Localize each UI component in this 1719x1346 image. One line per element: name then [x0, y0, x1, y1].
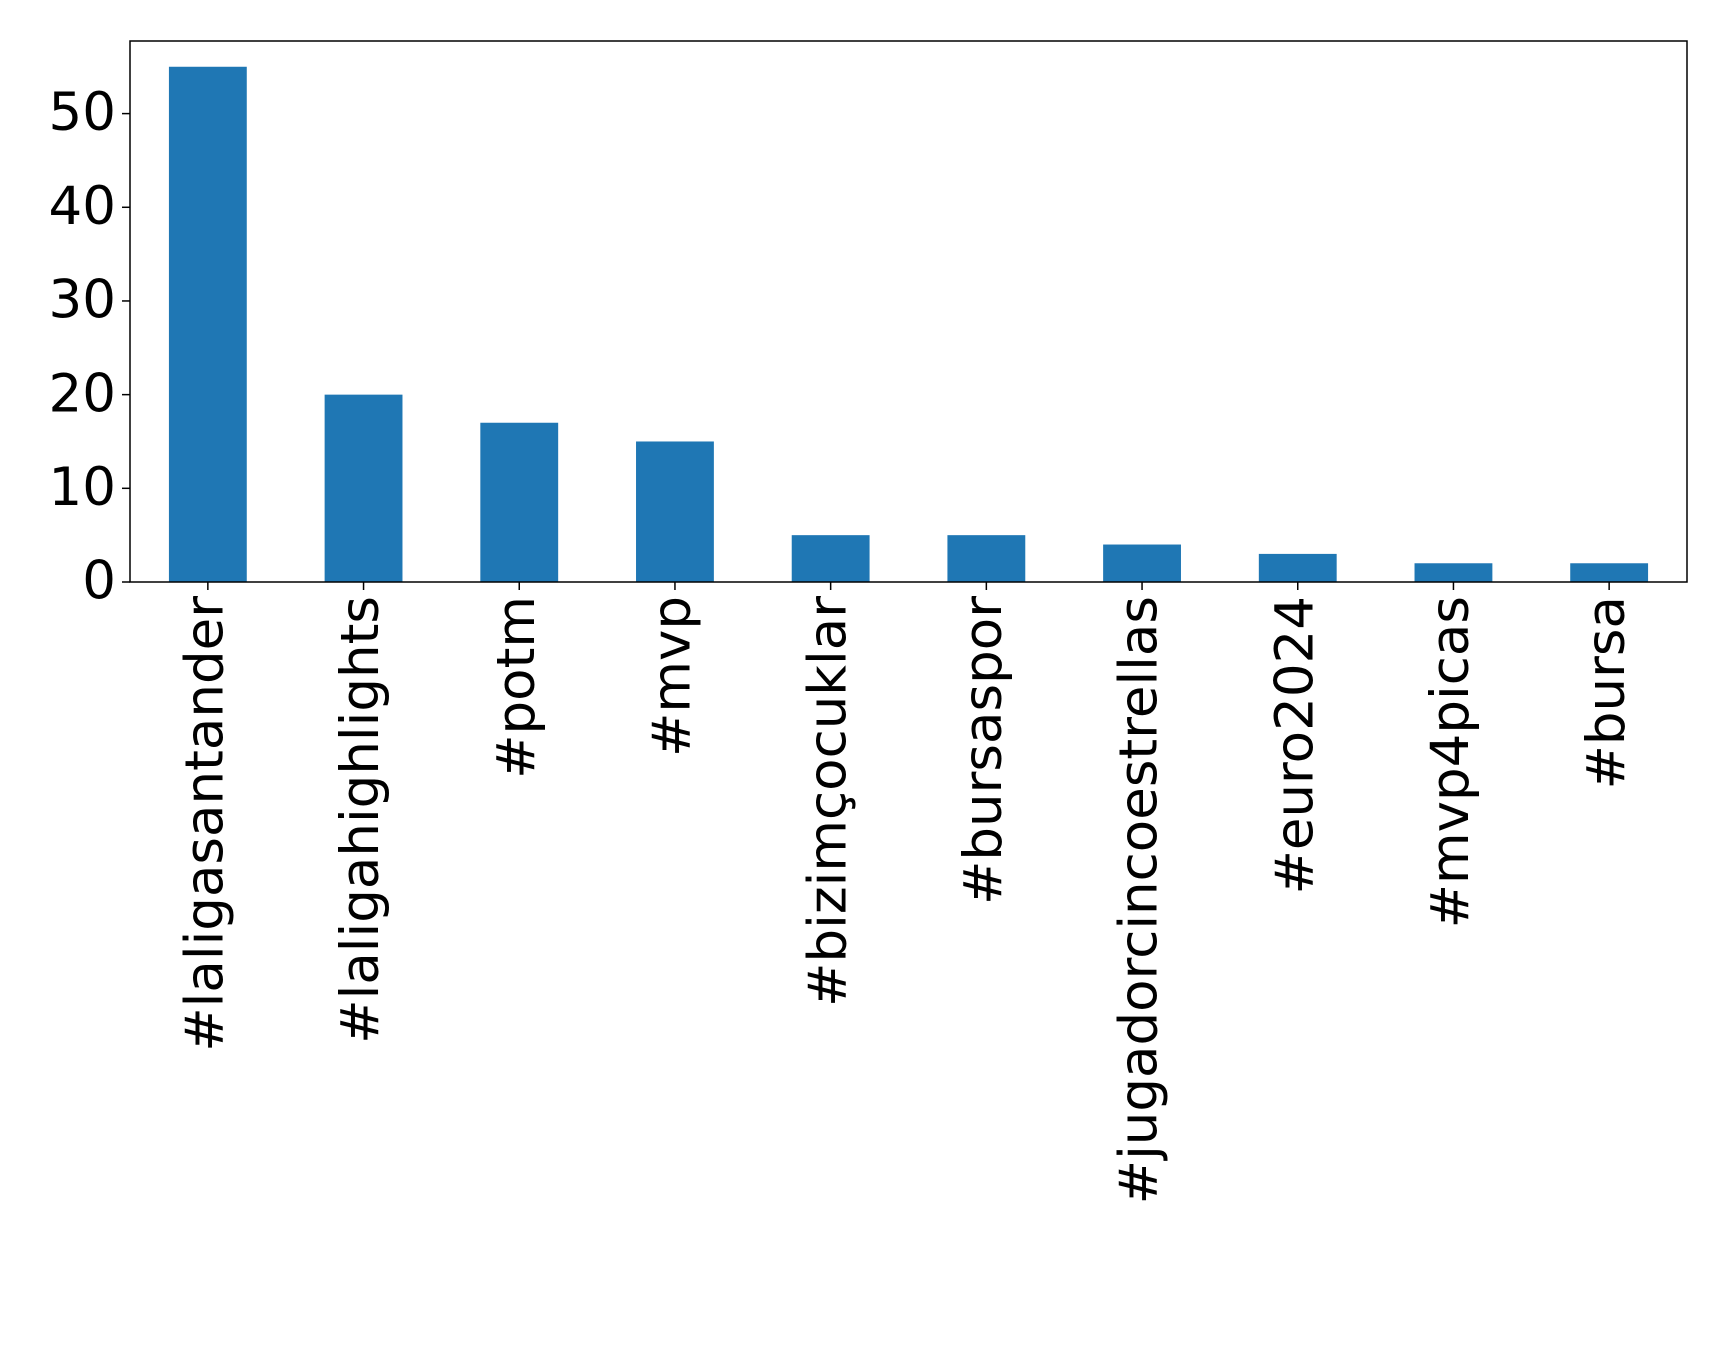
- bar: [1414, 563, 1493, 582]
- x-tick-label: #laligahighlights: [330, 596, 391, 1044]
- x-tick-label: #potm: [486, 596, 547, 779]
- y-tick-label: 0: [82, 551, 116, 612]
- x-tick-label: #bizimçocuklar: [797, 596, 858, 1007]
- x-tick-label: #jugadorcincoestrellas: [1109, 596, 1170, 1204]
- x-tick-label: #mvp: [642, 596, 703, 757]
- bar: [1103, 544, 1181, 582]
- x-tick-label: #bursaspor: [953, 596, 1014, 905]
- bar: [1258, 553, 1337, 582]
- bar: [636, 441, 714, 582]
- bar: [168, 66, 247, 582]
- x-tick-label: #euro2024: [1264, 596, 1325, 895]
- bar: [1570, 563, 1649, 582]
- y-tick-label: 50: [49, 82, 116, 143]
- bar: [947, 535, 1026, 582]
- x-tick-label: #laligasantander: [174, 596, 235, 1052]
- bar: [480, 422, 559, 582]
- bar: [324, 394, 403, 582]
- y-tick-label: 40: [49, 176, 116, 237]
- plot-frame: [129, 40, 1688, 583]
- x-tick-label: #mvp4picas: [1420, 596, 1481, 928]
- bar: [791, 535, 870, 582]
- y-tick-label: 20: [49, 363, 116, 424]
- y-tick-label: 10: [49, 457, 116, 518]
- y-tick-label: 30: [49, 270, 116, 331]
- x-tick-label: #bursa: [1576, 596, 1637, 790]
